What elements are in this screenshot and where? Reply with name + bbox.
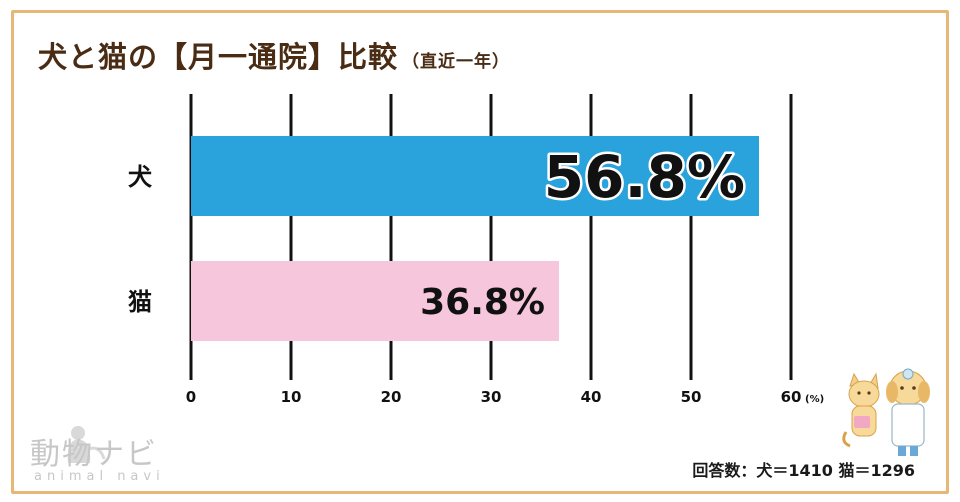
- x-tick-label-10: 10: [281, 388, 302, 406]
- x-tick-label-40: 40: [581, 388, 602, 406]
- category-labels: 犬猫: [128, 163, 153, 316]
- mascots: [842, 368, 930, 456]
- bar-cat: [191, 261, 559, 341]
- dog-doctor-mascot-icon: [886, 368, 930, 456]
- chart-title-text: 犬と猫の【月一通院】比較: [38, 40, 399, 74]
- x-unit-label: (%): [805, 394, 824, 405]
- bar-dog: [191, 136, 759, 216]
- x-tick-label-50: 50: [681, 388, 702, 406]
- chart-subtitle: （直近一年）: [402, 52, 511, 72]
- bar-value-label-dog: 56.8%: [544, 143, 745, 211]
- x-tick-labels: 0 10 20 30 40 50 60 (%): [186, 388, 824, 406]
- category-label-dog: 犬: [128, 163, 153, 191]
- bar-value-label-cat: 36.8%: [420, 282, 545, 323]
- chart-title: 犬と猫の【月一通院】比較 （直近一年）: [38, 34, 510, 76]
- pet-silhouette-icon: [67, 426, 106, 463]
- cat-mascot-icon: [842, 372, 880, 448]
- category-label-cat: 猫: [128, 288, 152, 316]
- x-tick-label-0: 0: [186, 388, 196, 406]
- chart-frame: [11, 10, 949, 494]
- logo-sub-text: animal navi: [34, 469, 165, 484]
- x-tick-label-30: 30: [481, 388, 502, 406]
- logo-main-text: 動物ナビ: [30, 437, 158, 472]
- x-tick-label-20: 20: [381, 388, 402, 406]
- bars-group: 56.8% 36.8%: [191, 136, 759, 341]
- respondents-footnote: 回答数：犬＝1410 猫＝1296: [692, 461, 915, 480]
- animal-navi-logo: 動物ナビ animal navi: [30, 425, 190, 493]
- x-tick-label-60: 60: [781, 388, 802, 406]
